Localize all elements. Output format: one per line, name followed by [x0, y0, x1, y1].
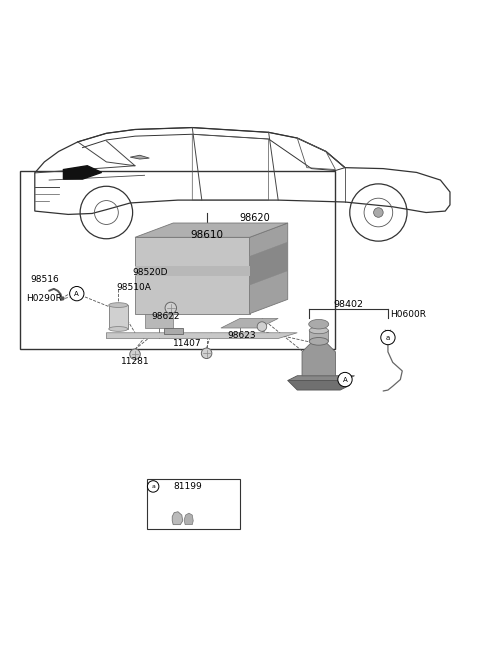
Ellipse shape — [309, 338, 328, 345]
Polygon shape — [107, 333, 297, 338]
Circle shape — [381, 331, 395, 344]
Circle shape — [165, 302, 177, 314]
Bar — [147, 480, 240, 529]
Circle shape — [70, 287, 84, 301]
Text: 98623: 98623 — [227, 331, 256, 340]
Circle shape — [373, 208, 383, 217]
Circle shape — [147, 481, 159, 492]
Ellipse shape — [109, 302, 128, 308]
Polygon shape — [288, 376, 355, 380]
Text: H0600R: H0600R — [390, 310, 426, 319]
Text: A: A — [343, 377, 348, 382]
Polygon shape — [135, 237, 250, 314]
Circle shape — [130, 349, 140, 359]
Polygon shape — [164, 328, 183, 334]
Polygon shape — [135, 223, 288, 237]
Circle shape — [201, 348, 212, 359]
Text: 98516: 98516 — [30, 276, 59, 284]
Text: 98610: 98610 — [190, 230, 223, 240]
Text: H0290R: H0290R — [26, 294, 62, 303]
Ellipse shape — [309, 319, 329, 329]
Text: 98520D: 98520D — [132, 268, 168, 277]
Ellipse shape — [309, 327, 328, 334]
Text: A: A — [74, 291, 79, 297]
Text: a: a — [386, 335, 390, 340]
Polygon shape — [221, 318, 278, 328]
Circle shape — [257, 322, 267, 331]
Text: 98620: 98620 — [239, 213, 270, 223]
Text: 98402: 98402 — [334, 300, 364, 308]
Polygon shape — [288, 380, 350, 390]
Text: 81199: 81199 — [173, 482, 202, 491]
Polygon shape — [135, 266, 250, 276]
Polygon shape — [250, 242, 288, 285]
Polygon shape — [250, 223, 288, 314]
Polygon shape — [184, 513, 193, 525]
Text: 11281: 11281 — [120, 357, 149, 366]
Bar — [21, 171, 336, 350]
Polygon shape — [144, 314, 173, 328]
Text: 98622: 98622 — [152, 312, 180, 321]
Polygon shape — [172, 512, 183, 525]
Ellipse shape — [109, 327, 128, 331]
Text: 98510A: 98510A — [116, 283, 151, 293]
Circle shape — [338, 373, 352, 386]
Text: 11407: 11407 — [173, 338, 202, 348]
Polygon shape — [63, 166, 102, 179]
Polygon shape — [302, 342, 336, 376]
Polygon shape — [130, 155, 149, 159]
Text: a: a — [151, 484, 155, 489]
Polygon shape — [309, 331, 328, 341]
Bar — [109, 305, 128, 329]
